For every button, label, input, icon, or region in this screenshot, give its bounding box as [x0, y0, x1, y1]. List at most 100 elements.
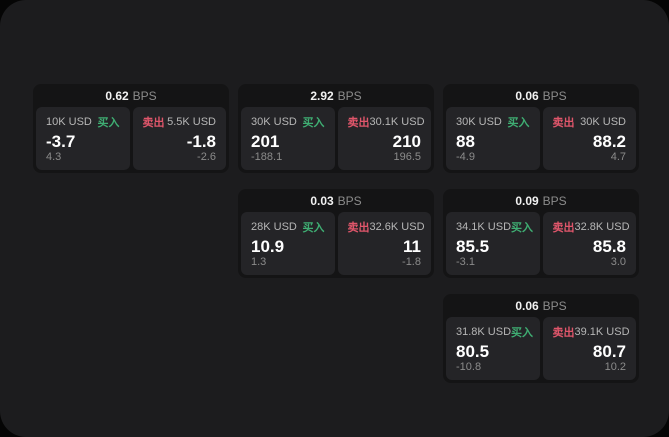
- sell-quote-panel[interactable]: 卖出 5.5K USD -1.8 -2.6: [132, 107, 226, 170]
- sell-sub-value: -2.6: [197, 151, 216, 163]
- spread-header: 2.92 BPS: [238, 84, 434, 107]
- buy-sub-value: -10.8: [456, 361, 482, 373]
- spread-header: 0.06 BPS: [443, 294, 639, 317]
- quote-card: 0.62 BPS 10K USD 买入 -3.7 4.3 卖出 5.5K USD…: [33, 84, 229, 173]
- spread-bps-value: 0.06: [515, 88, 539, 103]
- quote-card: 0.09 BPS 34.1K USD 买入 85.5 -3.1 卖出 32.8K…: [443, 189, 639, 278]
- sell-price: 88.2: [592, 131, 626, 151]
- buy-top-row: 28K USD 买入: [251, 219, 325, 235]
- quote-card: 0.06 BPS 31.8K USD 买入 80.5 -10.8 卖出 39.1…: [443, 294, 639, 383]
- quote-card-body: 30K USD 买入 201 -188.1 卖出 30.1K USD 210 1…: [238, 107, 434, 173]
- buy-quote-panel[interactable]: 28K USD 买入 10.9 1.3: [241, 212, 335, 275]
- buy-price: 85.5: [456, 236, 490, 256]
- sell-amount: 32.6K USD: [369, 221, 425, 233]
- sell-quote-panel[interactable]: 卖出 30.1K USD 210 196.5: [337, 107, 431, 170]
- buy-button[interactable]: 买入: [511, 327, 534, 339]
- sell-button[interactable]: 卖出: [552, 327, 575, 339]
- buy-top-row: 30K USD 买入: [251, 114, 325, 130]
- buy-button[interactable]: 买入: [511, 222, 534, 234]
- sell-quote-panel[interactable]: 卖出 30K USD 88.2 4.7: [542, 107, 636, 170]
- sell-top-row: 卖出 32.8K USD: [552, 219, 630, 235]
- spread-header: 0.09 BPS: [443, 189, 639, 212]
- spread-bps-value: 0.03: [310, 193, 334, 208]
- spread-bps-value: 2.92: [310, 88, 334, 103]
- quote-card: 0.03 BPS 28K USD 买入 10.9 1.3 卖出 32.6K US…: [238, 189, 434, 278]
- sell-top-row: 卖出 30K USD: [553, 114, 627, 130]
- buy-price: 88: [456, 131, 475, 151]
- sell-quote-panel[interactable]: 卖出 32.6K USD 11 -1.8: [337, 212, 431, 275]
- sell-button[interactable]: 卖出: [347, 117, 370, 129]
- sell-quote-panel[interactable]: 卖出 32.8K USD 85.8 3.0: [542, 212, 636, 275]
- sell-top-row: 卖出 32.6K USD: [347, 219, 425, 235]
- quote-card-body: 10K USD 买入 -3.7 4.3 卖出 5.5K USD -1.8 -2.…: [33, 107, 229, 173]
- sell-amount: 30.1K USD: [369, 116, 425, 128]
- sell-button[interactable]: 卖出: [347, 222, 370, 234]
- sell-sub-value: -1.8: [402, 256, 421, 268]
- buy-button[interactable]: 买入: [97, 117, 120, 129]
- sell-price: 210: [392, 131, 421, 151]
- spread-bps-value: 0.09: [515, 193, 539, 208]
- buy-quote-panel[interactable]: 34.1K USD 买入 85.5 -3.1: [446, 212, 540, 275]
- buy-top-row: 30K USD 买入: [456, 114, 530, 130]
- buy-sub-value: -4.9: [456, 151, 475, 163]
- buy-amount: 28K USD: [251, 221, 297, 233]
- buy-sub-value: -3.1: [456, 256, 475, 268]
- sell-amount: 39.1K USD: [574, 326, 630, 338]
- buy-quote-panel[interactable]: 30K USD 买入 201 -188.1: [241, 107, 335, 170]
- buy-amount: 30K USD: [456, 116, 502, 128]
- spread-bps-unit: BPS: [132, 88, 157, 103]
- sell-button[interactable]: 卖出: [552, 222, 575, 234]
- buy-top-row: 31.8K USD 买入: [456, 324, 534, 340]
- quote-card-body: 34.1K USD 买入 85.5 -3.1 卖出 32.8K USD 85.8…: [443, 212, 639, 278]
- buy-top-row: 34.1K USD 买入: [456, 219, 534, 235]
- sell-amount: 30K USD: [580, 116, 626, 128]
- sell-amount: 5.5K USD: [167, 116, 216, 128]
- buy-price: 80.5: [456, 341, 490, 361]
- buy-sub-value: -188.1: [251, 151, 283, 163]
- sell-sub-value: 4.7: [610, 151, 626, 163]
- buy-amount: 34.1K USD: [456, 221, 512, 233]
- quote-card-body: 28K USD 买入 10.9 1.3 卖出 32.6K USD 11 -1.8: [238, 212, 434, 278]
- sell-button[interactable]: 卖出: [552, 117, 575, 129]
- buy-sub-value: 1.3: [251, 256, 267, 268]
- sell-amount: 32.8K USD: [574, 221, 630, 233]
- spread-bps-unit: BPS: [337, 88, 362, 103]
- sell-sub-value: 3.0: [610, 256, 626, 268]
- spread-bps-unit: BPS: [337, 193, 362, 208]
- sell-quote-panel[interactable]: 卖出 39.1K USD 80.7 10.2: [542, 317, 636, 380]
- sell-sub-value: 10.2: [604, 361, 626, 373]
- spread-bps-value: 0.06: [515, 298, 539, 313]
- spread-bps-unit: BPS: [542, 193, 567, 208]
- sell-price: -1.8: [186, 131, 216, 151]
- buy-button[interactable]: 买入: [302, 117, 325, 129]
- spread-header: 0.62 BPS: [33, 84, 229, 107]
- sell-top-row: 卖出 30.1K USD: [347, 114, 425, 130]
- buy-sub-value: 4.3: [46, 151, 62, 163]
- spread-bps-unit: BPS: [542, 298, 567, 313]
- buy-price: 10.9: [251, 236, 285, 256]
- quote-cards-grid: 0.62 BPS 10K USD 买入 -3.7 4.3 卖出 5.5K USD…: [33, 84, 639, 383]
- buy-button[interactable]: 买入: [507, 117, 530, 129]
- buy-amount: 10K USD: [46, 116, 92, 128]
- quote-card-body: 31.8K USD 买入 80.5 -10.8 卖出 39.1K USD 80.…: [443, 317, 639, 383]
- buy-top-row: 10K USD 买入: [46, 114, 120, 130]
- quote-card: 0.06 BPS 30K USD 买入 88 -4.9 卖出 30K USD 8…: [443, 84, 639, 173]
- sell-button[interactable]: 卖出: [142, 117, 165, 129]
- buy-quote-panel[interactable]: 10K USD 买入 -3.7 4.3: [36, 107, 130, 170]
- sell-price: 11: [403, 236, 421, 256]
- sell-price: 80.7: [592, 341, 626, 361]
- quote-card-body: 30K USD 买入 88 -4.9 卖出 30K USD 88.2 4.7: [443, 107, 639, 173]
- spread-header: 0.06 BPS: [443, 84, 639, 107]
- sell-top-row: 卖出 5.5K USD: [143, 114, 217, 130]
- buy-button[interactable]: 买入: [302, 222, 325, 234]
- buy-amount: 30K USD: [251, 116, 297, 128]
- spread-header: 0.03 BPS: [238, 189, 434, 212]
- sell-top-row: 卖出 39.1K USD: [552, 324, 630, 340]
- buy-quote-panel[interactable]: 30K USD 买入 88 -4.9: [446, 107, 540, 170]
- buy-quote-panel[interactable]: 31.8K USD 买入 80.5 -10.8: [446, 317, 540, 380]
- sell-sub-value: 196.5: [393, 151, 421, 163]
- spread-bps-unit: BPS: [542, 88, 567, 103]
- buy-amount: 31.8K USD: [456, 326, 512, 338]
